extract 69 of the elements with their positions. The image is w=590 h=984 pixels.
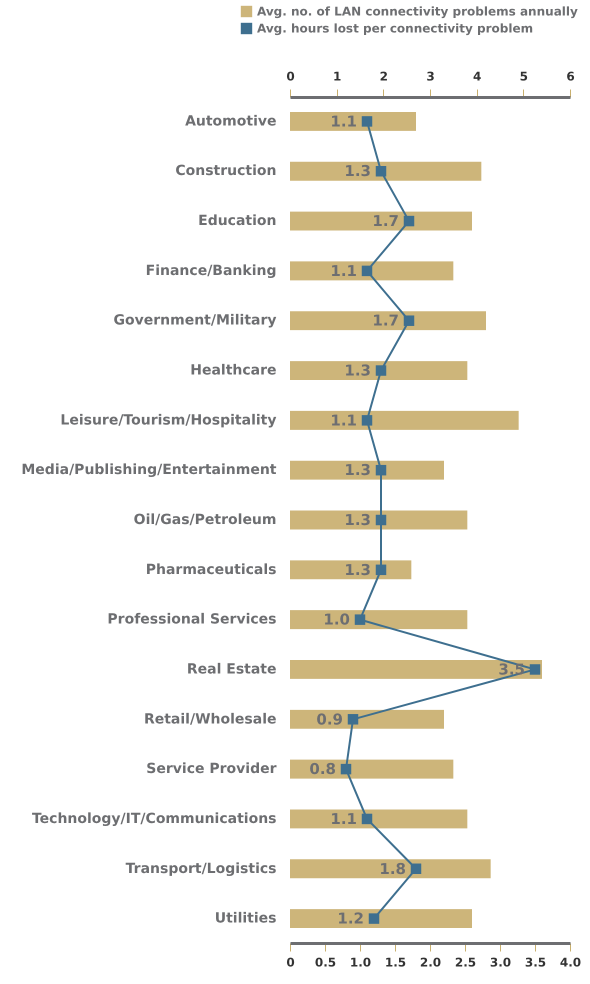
point — [368, 913, 380, 924]
x-tick-label: 2.0 — [420, 956, 442, 970]
y-tick-label: Finance/Banking — [146, 262, 276, 279]
x2-tick-label: 4 — [472, 70, 482, 84]
x2-tick-label: 5 — [520, 70, 528, 84]
point — [340, 764, 352, 774]
y-tick-label: Retail/Wholesale — [144, 711, 276, 728]
data-label: 3.5 — [498, 660, 525, 678]
x-tick-label: 1.0 — [350, 956, 372, 970]
x2-tick-label: 2 — [380, 70, 388, 84]
point — [376, 514, 386, 526]
x2-tick-label: 0 — [286, 70, 295, 84]
data-label: 1.7 — [372, 312, 399, 330]
point — [362, 415, 372, 426]
y-tick-label: Utilities — [214, 910, 276, 927]
y-tick-label: Service Provider — [146, 761, 277, 778]
point — [348, 714, 358, 725]
y-tick-label: Transport/Logistics — [126, 860, 276, 877]
data-label: 1.1 — [330, 112, 357, 130]
point — [376, 564, 386, 576]
data-label: 1.3 — [344, 162, 371, 180]
data-label: 1.2 — [337, 910, 364, 928]
y-tick-label: Leisure/Tourism/Hospitality — [60, 412, 276, 428]
y-tick-label: Education — [198, 213, 276, 230]
point — [530, 664, 540, 675]
data-label: 0.8 — [309, 760, 336, 778]
y-tick-label: Government/Military — [114, 312, 276, 329]
data-label: 1.0 — [323, 610, 350, 629]
y-tick-label: Media/Publishing/Entertainment — [21, 462, 277, 478]
point — [404, 315, 414, 326]
x-tick-label: 3.0 — [490, 956, 512, 970]
y-tick-label: Construction — [175, 163, 276, 180]
data-label: 1.1 — [330, 810, 357, 828]
y-tick-label: Healthcare — [190, 362, 276, 379]
y-tick-label: Pharmaceuticals — [146, 562, 276, 578]
y-tick-label: Real Estate — [186, 661, 276, 678]
data-label: 1.1 — [330, 262, 357, 280]
data-label: 1.3 — [344, 560, 371, 579]
data-label: 1.3 — [344, 511, 371, 529]
data-label: 1.1 — [330, 411, 357, 430]
x-tick-label: 0 — [286, 956, 295, 970]
point — [376, 166, 386, 176]
point — [362, 814, 372, 824]
data-label: 0.9 — [316, 710, 343, 728]
x-tick-label: 0.5 — [314, 956, 336, 970]
data-label: 1.3 — [344, 461, 371, 480]
y-tick-label: Automotive — [185, 113, 276, 130]
x-tick-label: 2.5 — [454, 956, 476, 970]
y-tick-label: Oil/Gas/Petroleum — [134, 512, 276, 528]
legend-label: Avg. hours lost per connectivity problem — [257, 22, 534, 36]
x-tick-label: 4.0 — [560, 956, 582, 970]
x2-tick-label: 6 — [566, 70, 575, 84]
point — [362, 266, 372, 276]
legend-label: Avg. no. of LAN connectivity problems annually — [257, 4, 578, 18]
point — [354, 614, 366, 625]
point — [376, 365, 386, 376]
x-tick-label: 1.5 — [384, 956, 406, 970]
point — [404, 216, 414, 226]
y-tick-label: Professional Services — [107, 612, 276, 628]
x2-tick-label: 1 — [332, 70, 342, 84]
x-tick-label: 3.5 — [524, 956, 546, 970]
point — [362, 116, 372, 127]
data-label: 1.8 — [379, 860, 406, 878]
data-label: 1.7 — [372, 212, 399, 230]
data-label: 1.3 — [344, 362, 371, 380]
y-tick-label: Technology/IT/Communications — [32, 810, 276, 827]
x2-tick-label: 3 — [426, 70, 435, 84]
point — [376, 464, 386, 476]
point — [410, 864, 422, 874]
